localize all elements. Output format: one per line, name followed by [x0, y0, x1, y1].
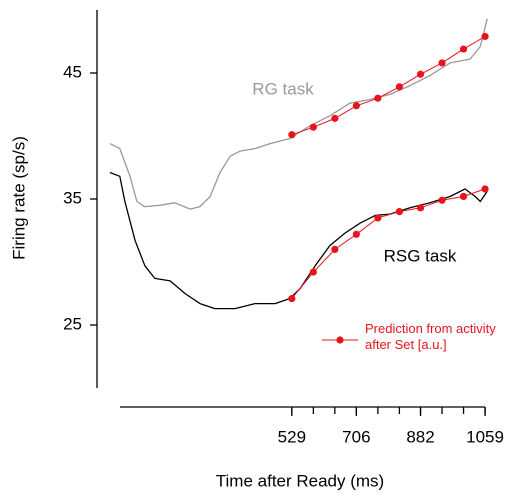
data-line	[109, 18, 488, 210]
prediction-marker	[395, 83, 403, 91]
prediction-marker	[459, 45, 468, 53]
prediction-marker	[331, 114, 339, 122]
prediction-marker	[416, 70, 425, 78]
y-tick-label: 25	[63, 314, 82, 333]
x-tick-label: 706	[342, 427, 370, 446]
legend-marker	[336, 336, 344, 344]
prediction-marker	[331, 245, 339, 253]
prediction-marker	[288, 131, 296, 139]
prediction-marker	[438, 196, 446, 204]
prediction-marker	[352, 230, 360, 238]
prediction-line	[291, 188, 486, 299]
prediction-marker	[459, 192, 468, 201]
prediction-marker	[374, 214, 382, 222]
prediction-marker	[352, 102, 360, 110]
y-tick-label: 35	[63, 188, 82, 207]
legend-label: Prediction from activity after Set [a.u.…	[365, 321, 496, 352]
prediction-marker	[374, 94, 382, 102]
y-axis-label: Firing rate (sp/s)	[9, 136, 28, 260]
prediction-line	[291, 36, 486, 136]
prediction-marker	[438, 59, 446, 67]
series-label: RG task	[252, 79, 314, 98]
x-tick-label: 1059	[466, 427, 504, 446]
x-tick-label: 529	[278, 427, 306, 446]
prediction-marker	[481, 185, 489, 193]
data-line	[109, 171, 488, 310]
prediction-marker	[395, 208, 403, 216]
y-tick-label: 45	[63, 62, 82, 81]
series-label: RSG task	[384, 246, 457, 265]
prediction-marker	[288, 294, 296, 303]
x-tick-label: 882	[406, 427, 434, 446]
prediction-marker	[309, 268, 317, 276]
x-axis-label: Time after Ready (ms)	[216, 471, 384, 490]
prediction-marker	[309, 123, 317, 131]
prediction-marker	[481, 32, 489, 41]
prediction-marker	[416, 204, 425, 212]
